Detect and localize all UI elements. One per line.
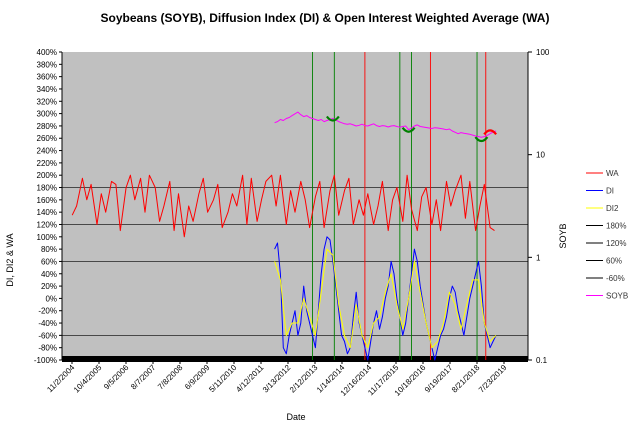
y-left-tick-label: 220% — [37, 159, 57, 168]
x-axis-band — [62, 356, 528, 362]
y-left-tick-label: 400% — [37, 48, 57, 57]
reference-lines — [62, 187, 528, 336]
y-left-tick-label: 40% — [41, 270, 57, 279]
x-tick-label: 9/19/2017 — [423, 363, 455, 395]
y-left-tick-label: 120% — [37, 220, 57, 229]
green-arc-marker — [474, 136, 489, 143]
y-left-tick-label: 180% — [37, 184, 57, 193]
series-di-line — [274, 236, 497, 361]
legend-label: 60% — [606, 257, 622, 266]
y-left-tick-label: 240% — [37, 147, 57, 156]
series-layer — [71, 111, 497, 361]
y-axis-title-left: DI, DI2 & WA — [5, 233, 15, 286]
y-right-tick-label: 10 — [536, 151, 545, 160]
x-tick-label: 7/23/2019 — [477, 363, 509, 395]
right-y-axis: 100 10 1 0.1 — [528, 48, 550, 365]
series-wa-line — [71, 174, 495, 238]
y-left-tick-label: 140% — [37, 208, 57, 217]
y-axis-title-right: SOYB — [558, 223, 568, 248]
y-left-tick-label: 380% — [37, 60, 57, 69]
y-left-tick-label: 80% — [41, 245, 57, 254]
y-left-tick-label: 200% — [37, 171, 57, 180]
x-tick-label: 10/4/2005 — [72, 363, 104, 395]
x-axis-title: Date — [286, 412, 305, 422]
y-left-tick-label: -40% — [38, 319, 57, 328]
legend-label: DI2 — [606, 204, 619, 213]
y-left-tick-label: -100% — [34, 356, 57, 365]
arcs-layer — [325, 115, 498, 143]
y-left-tick-label: 160% — [37, 196, 57, 205]
left-y-axis: 400% 380% 360% 340% 320% 300% 280% 260% 240% 220%… — [34, 48, 62, 365]
x-tick-label: 8/7/2007 — [129, 363, 158, 392]
y-left-tick-label: 300% — [37, 110, 57, 119]
legend-label: -60% — [606, 274, 625, 283]
legend-label: 180% — [606, 222, 626, 231]
series-soyb-line — [274, 111, 497, 138]
y-right-tick-label: 1 — [536, 253, 541, 262]
legend-label: WA — [606, 169, 619, 178]
y-left-tick-label: 340% — [37, 85, 57, 94]
x-tick-label: 5/11/2010 — [207, 363, 238, 394]
green-arc-marker — [401, 127, 416, 133]
x-tick-label: 7/8/2008 — [156, 363, 185, 392]
red-arc-marker — [483, 129, 498, 136]
legend-label: 120% — [606, 239, 626, 248]
y-left-tick-label: -20% — [38, 307, 57, 316]
legend-label: DI — [606, 187, 614, 196]
x-axis: 11/2/200410/4/20059/5/20068/7/20077/8/20… — [45, 360, 509, 398]
x-tick-label: 8/21/2018 — [450, 363, 482, 395]
y-left-tick-label: 320% — [37, 97, 57, 106]
y-left-tick-label: 0% — [45, 294, 57, 303]
y-left-tick-label: 260% — [37, 134, 57, 143]
y-left-tick-label: 100% — [37, 233, 57, 242]
series-di2-line — [274, 248, 497, 349]
legend-label: SOYB — [606, 292, 628, 301]
y-right-tick-label: 100 — [536, 48, 550, 57]
y-left-tick-label: 360% — [37, 73, 57, 82]
y-left-tick-label: -60% — [38, 331, 57, 340]
y-left-tick-label: -80% — [38, 344, 57, 353]
legend: WA DI DI2 180% 120% 60% -60% SOYB — [586, 169, 628, 301]
y-left-tick-label: 60% — [41, 257, 57, 266]
y-left-tick-label: 280% — [37, 122, 57, 131]
chart-title: Soybeans (SOYB), Diffusion Index (DI) & … — [101, 11, 550, 25]
x-tick-label: 3/13/2012 — [261, 363, 293, 395]
y-left-tick-label: 20% — [41, 282, 57, 291]
x-tick-label: 2/12/2013 — [288, 363, 320, 395]
y-right-tick-label: 0.1 — [536, 356, 548, 365]
green-arc-marker — [325, 115, 340, 122]
x-tick-label: 9/5/2006 — [102, 363, 131, 392]
